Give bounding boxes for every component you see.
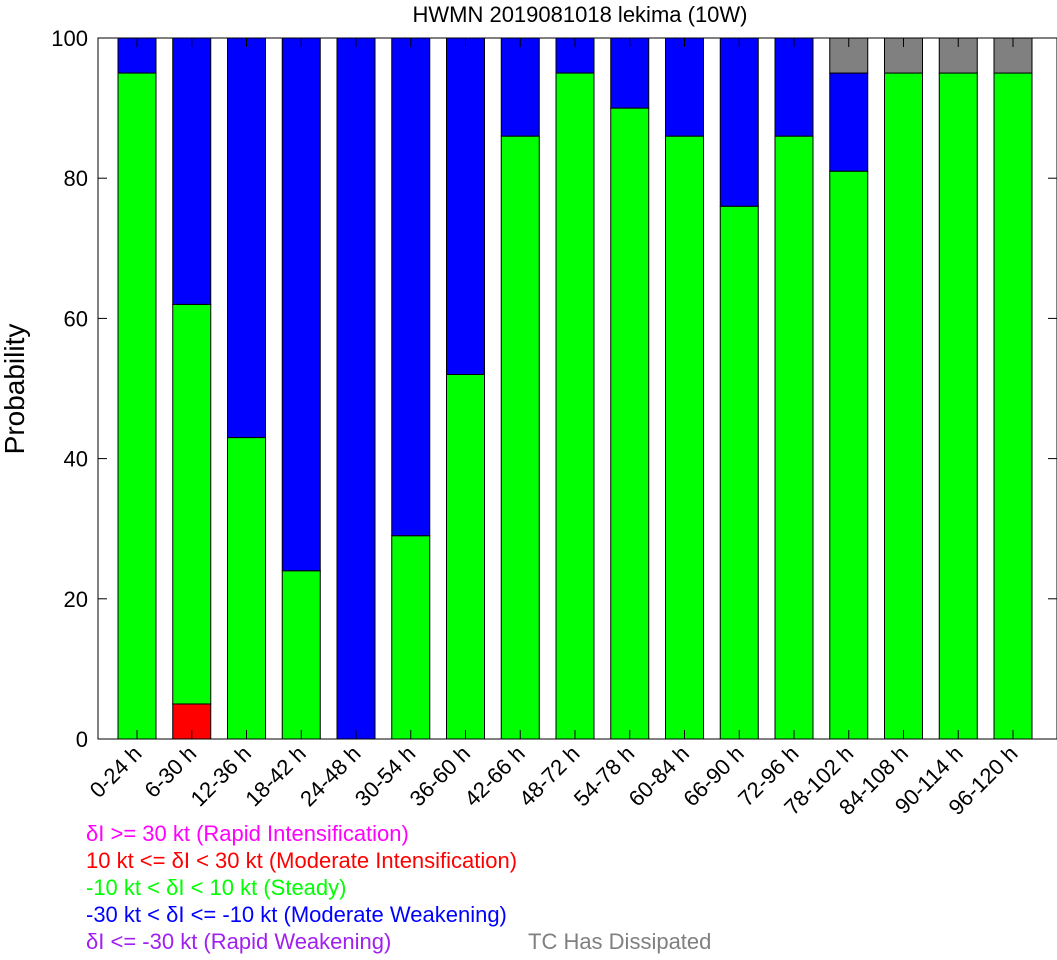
- bar-segment: [555, 72, 595, 740]
- plot-frame: [97, 37, 1057, 740]
- bar-segment: [884, 37, 923, 74]
- x-tick-label: 24-48 h: [295, 741, 365, 811]
- y-tick-label: 20: [64, 587, 88, 612]
- bar-segment: [610, 37, 650, 109]
- x-tick-label: 66-90 h: [678, 741, 748, 811]
- bar-segment: [993, 72, 1033, 740]
- bar-segment: [500, 135, 540, 740]
- legend-entry: δI <= -30 kt (Rapid Weakening): [86, 929, 391, 954]
- bar-segment: [719, 205, 759, 740]
- legend-entry: TC Has Dissipated: [528, 929, 711, 954]
- bar-segment: [336, 37, 376, 740]
- bar-segment: [117, 72, 157, 740]
- x-tick-label: 60-84 h: [624, 741, 694, 811]
- bar-segment: [446, 373, 485, 740]
- bar-segment: [719, 37, 759, 207]
- bar-segment: [391, 535, 431, 740]
- bar-segment: [829, 37, 869, 74]
- bar-segment: [610, 107, 650, 740]
- y-tick-label: 60: [64, 306, 88, 331]
- x-tick-label: 12-36 h: [186, 741, 256, 811]
- x-tick-label: 48-72 h: [514, 741, 584, 811]
- x-tick-label: 30-54 h: [350, 741, 420, 811]
- bar-segment: [391, 37, 431, 537]
- bar-segment: [172, 303, 212, 705]
- x-tick-label: 36-60 h: [405, 741, 475, 811]
- legend-entry: 10 kt <= δI < 30 kt (Moderate Intensific…: [86, 848, 517, 873]
- x-tick-label: 54-78 h: [569, 741, 639, 811]
- bar-segment: [774, 37, 814, 137]
- legend-entry: -10 kt < δI < 10 kt (Steady): [86, 875, 346, 900]
- bar-segment: [665, 135, 704, 740]
- y-tick-label: 0: [76, 727, 88, 752]
- bars-group: [117, 37, 1033, 740]
- bar-segment: [829, 72, 869, 172]
- bar-segment: [227, 37, 266, 439]
- bar-segment: [172, 37, 212, 305]
- legend: δI >= 30 kt (Rapid Intensification)10 kt…: [86, 821, 711, 954]
- x-axis-ticks: 0-24 h6-30 h12-36 h18-42 h24-48 h30-54 h…: [85, 38, 1023, 820]
- y-tick-label: 40: [64, 447, 88, 472]
- x-tick-label: 0-24 h: [85, 741, 147, 803]
- bar-segment: [446, 37, 485, 375]
- y-tick-label: 80: [64, 166, 88, 191]
- bar-segment: [829, 170, 869, 740]
- chart-title: HWMN 2019081018 lekima (10W): [412, 2, 747, 27]
- bar-segment: [281, 570, 321, 740]
- legend-entry: -30 kt < δI <= -10 kt (Moderate Weakenin…: [86, 902, 507, 927]
- x-tick-label: 18-42 h: [240, 741, 310, 811]
- bar-segment: [884, 72, 923, 740]
- bar-segment: [281, 37, 321, 572]
- bar-segment: [665, 37, 704, 137]
- bar-segment: [774, 135, 814, 740]
- legend-entry: δI >= 30 kt (Rapid Intensification): [86, 821, 409, 846]
- bar-segment: [938, 72, 978, 740]
- y-tick-label: 100: [51, 26, 88, 51]
- bar-segment: [227, 437, 266, 740]
- bar-segment: [500, 37, 540, 137]
- y-axis-label: Probability: [0, 324, 30, 455]
- y-axis-ticks: 0 20 40 60 80 100: [51, 26, 1057, 752]
- x-tick-label: 42-66 h: [459, 741, 529, 811]
